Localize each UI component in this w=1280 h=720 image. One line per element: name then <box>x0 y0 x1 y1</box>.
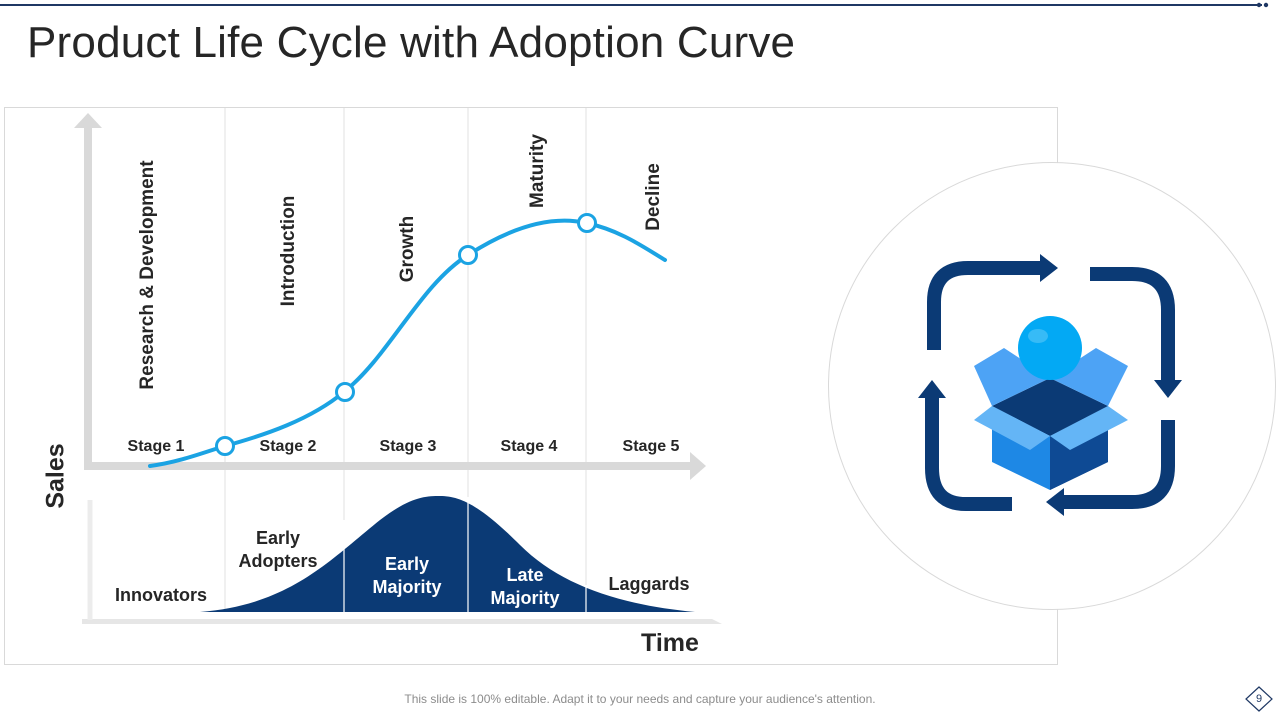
adopter-early-majority-line2: Majority <box>372 577 442 597</box>
y-axis-label: Sales <box>41 443 70 509</box>
stage-label-1: Stage 1 <box>127 438 185 455</box>
x-axis-arrow <box>690 452 706 480</box>
adopter-innovators: Innovators <box>115 584 207 607</box>
page-number: 9 <box>1255 693 1263 705</box>
stage-label-3: Stage 3 <box>379 438 437 455</box>
page-number-badge: 9 <box>1242 684 1276 714</box>
adopter-early-adopters-line2: Adopters <box>238 551 318 571</box>
x-axis <box>84 462 694 470</box>
top-dots-ornament <box>1256 2 1269 8</box>
product-cycle-icon <box>918 254 1182 516</box>
stage-name-decline: Decline <box>643 163 664 231</box>
adopter-early-adopters: Early Adopters <box>238 527 317 573</box>
curve-point-4 <box>577 213 597 233</box>
top-divider-line <box>0 4 1262 6</box>
curve-point-1 <box>215 436 235 456</box>
stage-name-maturity: Maturity <box>527 134 548 208</box>
adopter-early-majority: Early Majority <box>372 553 441 599</box>
stage-label-5: Stage 5 <box>622 438 680 455</box>
adoption-bell-curve <box>200 496 695 612</box>
stage-label-4: Stage 4 <box>500 438 558 455</box>
diamond-icon <box>1245 686 1273 712</box>
adopter-innovators-line1: Innovators <box>114 585 208 605</box>
adopter-late-majority: Late Majority <box>490 564 559 610</box>
curve-point-2 <box>335 382 355 402</box>
stage-name-research: Research & Development <box>137 160 158 390</box>
adopter-late-majority-line1: Late <box>506 565 544 585</box>
x-axis-label: Time <box>641 629 699 657</box>
adopter-laggards: Laggards <box>608 573 689 596</box>
stage-label-2: Stage 2 <box>259 438 317 455</box>
stage-name-growth: Growth <box>397 215 418 283</box>
stage-name-introduction: Introduction <box>278 195 299 307</box>
time-axis-bar <box>82 619 722 624</box>
curve-point-3 <box>458 245 478 265</box>
adopter-laggards-line1: Laggards <box>608 574 690 594</box>
y-axis <box>84 126 92 470</box>
adopter-early-adopters-line1: Early <box>255 528 301 548</box>
adopter-late-majority-line2: Majority <box>490 588 560 608</box>
footer-note: This slide is 100% editable. Adapt it to… <box>404 692 876 706</box>
slide-title: Product Life Cycle with Adoption Curve <box>27 18 796 67</box>
adopter-early-majority-line1: Early <box>384 554 430 574</box>
y-axis-arrow <box>74 113 102 128</box>
